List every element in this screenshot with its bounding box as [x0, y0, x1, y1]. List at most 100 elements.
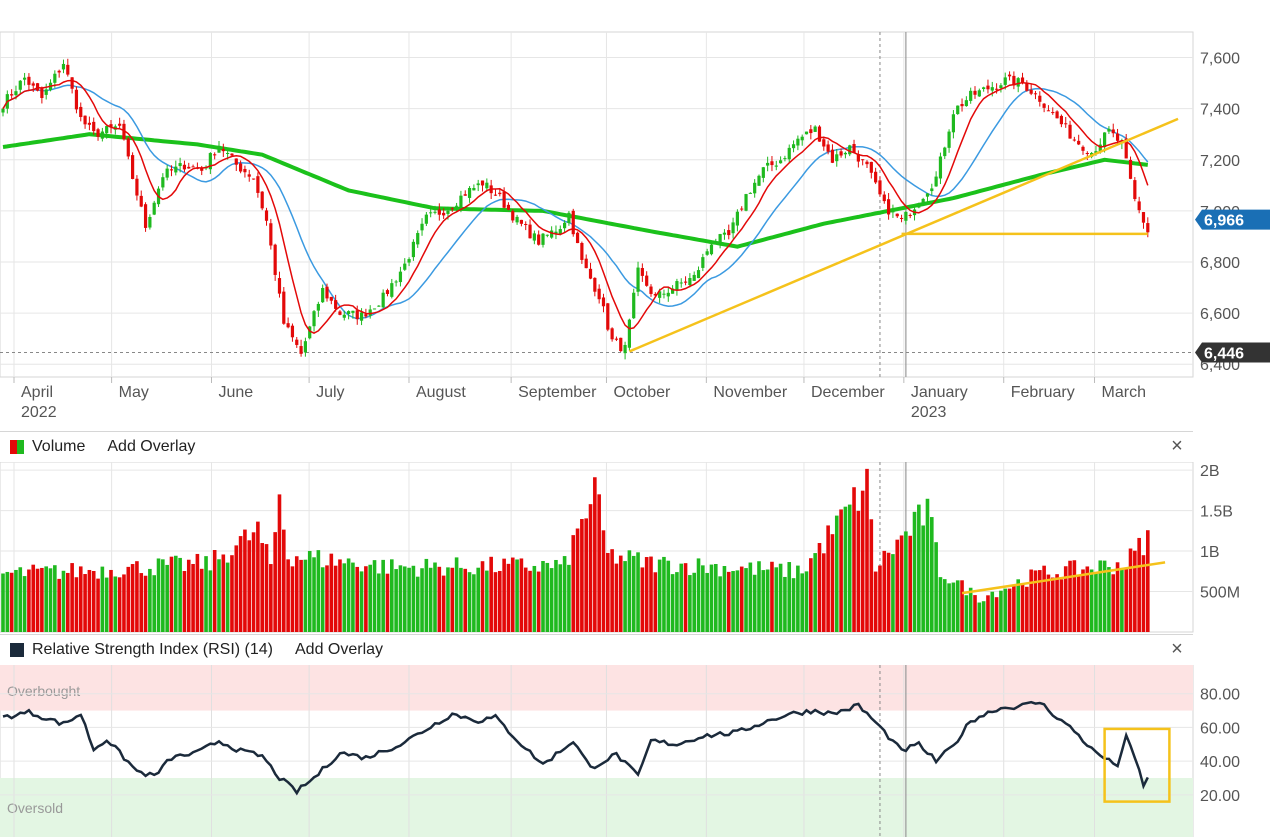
candle-body	[861, 159, 865, 161]
candle-body	[1038, 95, 1042, 102]
crosshair-price-label: 6,446	[1204, 345, 1244, 362]
candle-body	[269, 223, 273, 246]
volume-bar	[256, 521, 260, 632]
price-tick-label: 6,800	[1200, 255, 1240, 272]
candle-body	[178, 163, 182, 167]
candle-body	[783, 158, 787, 160]
volume-bar	[74, 577, 79, 632]
candle-body	[1051, 112, 1055, 114]
candle-body	[822, 139, 826, 147]
volume-bar	[377, 573, 381, 632]
volume-bar	[770, 561, 774, 632]
candle-body	[904, 211, 908, 221]
candle-body	[122, 123, 126, 140]
volume-bar	[679, 563, 684, 632]
candle-body	[727, 230, 731, 236]
candle-body	[753, 182, 757, 194]
volume-bar	[606, 552, 610, 632]
volume-bar	[294, 556, 299, 632]
candle-body	[852, 144, 856, 153]
volume-bar	[91, 571, 96, 632]
volume-bar	[165, 564, 169, 632]
volume-bar	[1141, 555, 1146, 632]
volume-bar	[588, 504, 593, 632]
volume-bar	[744, 568, 748, 632]
volume-bar	[303, 559, 308, 632]
volume-tick-label: 1.5B	[1200, 504, 1233, 521]
candle-body	[282, 291, 286, 324]
candle-body	[433, 211, 437, 213]
candle-body	[671, 288, 675, 294]
candle-body	[545, 234, 549, 236]
volume-bar	[161, 559, 165, 632]
candle-body	[779, 160, 783, 164]
volume-bar	[999, 590, 1003, 632]
candle-body	[143, 204, 148, 228]
candle-body	[731, 222, 735, 234]
candle-body	[938, 156, 943, 179]
volume-bar	[826, 525, 830, 632]
volume-bar	[424, 558, 429, 632]
volume-add-overlay-button[interactable]: Add Overlay	[107, 438, 196, 455]
candle-body	[377, 305, 381, 307]
volume-bar	[225, 562, 230, 632]
volume-bar	[493, 572, 498, 632]
candle-body	[239, 163, 243, 172]
candle-body	[882, 194, 886, 202]
volume-bar	[390, 559, 394, 632]
volume-bar	[627, 550, 632, 632]
volume-bar	[1038, 570, 1042, 632]
volume-bar	[977, 602, 982, 632]
volume-bar	[130, 564, 135, 632]
candle-body	[1077, 140, 1081, 145]
volume-bar	[601, 530, 606, 632]
candle-body	[761, 167, 765, 178]
volume-bar	[1102, 560, 1107, 632]
rsi-add-overlay-button[interactable]: Add Overlay	[295, 641, 384, 658]
volume-bar	[277, 494, 282, 632]
volume-bar	[407, 567, 411, 632]
candle-body	[757, 175, 761, 186]
candle-body	[364, 314, 368, 317]
rsi-chart[interactable]: Overbought Oversold 80.00 60.00 40.00 20.00	[0, 665, 1275, 837]
volume-bar	[1007, 588, 1012, 632]
volume-close-button[interactable]: ×	[1162, 431, 1192, 461]
volume-bar	[18, 567, 23, 632]
month-label: November	[713, 384, 787, 401]
last-price-label: 6,966	[1204, 213, 1244, 230]
candle-body	[334, 300, 338, 309]
volume-bar	[1085, 566, 1090, 632]
volume-bar	[1042, 565, 1046, 632]
oversold-label: Oversold	[7, 800, 63, 816]
candle-body	[580, 242, 584, 260]
volume-bar	[878, 565, 882, 632]
volume-bar	[1059, 579, 1064, 632]
volume-bar	[1124, 568, 1128, 632]
candle-body	[722, 232, 727, 235]
price-chart[interactable]: April 2022 May June July August September Octob…	[0, 0, 1275, 430]
volume-bar	[53, 565, 57, 632]
volume-bar	[696, 558, 701, 632]
volume-bar	[394, 569, 398, 632]
month-label: February	[1011, 384, 1075, 401]
candle-body	[1, 108, 5, 113]
volume-bar	[584, 518, 588, 632]
volume-bar	[688, 575, 692, 632]
volume-bar	[519, 558, 524, 632]
candle-body	[372, 308, 377, 310]
volume-bar	[947, 583, 951, 632]
candle-body	[1033, 93, 1038, 95]
volume-bar	[178, 557, 182, 632]
candle-body	[148, 216, 152, 228]
price-tick-label: 7,600	[1200, 51, 1240, 68]
volume-chart[interactable]: 2B 1.5B 1B 500M	[0, 462, 1275, 634]
volume-bar	[104, 577, 109, 632]
candle-body	[800, 136, 804, 141]
candle-body	[817, 126, 822, 142]
volume-bar	[1003, 588, 1008, 632]
volume-bar	[657, 559, 662, 632]
volume-bar	[5, 571, 10, 632]
rsi-close-button[interactable]: ×	[1162, 634, 1192, 664]
candle-body	[169, 169, 174, 171]
volume-bar	[83, 574, 87, 632]
